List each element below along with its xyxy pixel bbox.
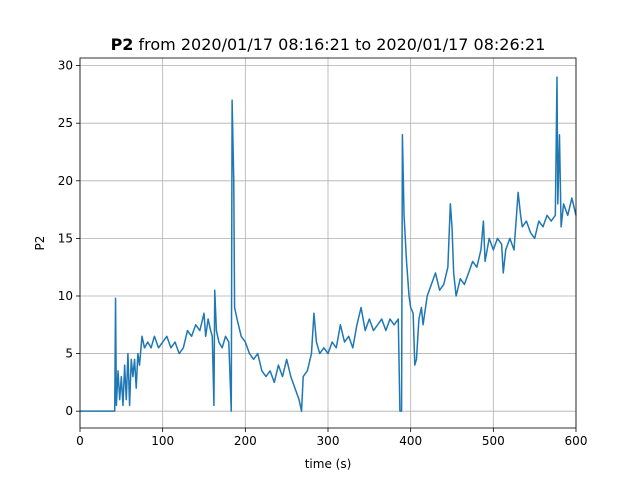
y-tick-label: 25 bbox=[58, 116, 73, 130]
x-tick-label: 400 bbox=[399, 434, 422, 448]
y-tick-label: 30 bbox=[58, 59, 73, 73]
x-tick-label: 300 bbox=[317, 434, 340, 448]
y-tick-label: 0 bbox=[65, 404, 73, 418]
x-tick-label: 600 bbox=[565, 434, 588, 448]
y-tick-label: 10 bbox=[58, 289, 73, 303]
title-text: from 2020/01/17 08:16:21 to 2020/01/17 0… bbox=[139, 35, 546, 54]
x-tick-label: 100 bbox=[151, 434, 174, 448]
x-tick-label: 500 bbox=[482, 434, 505, 448]
plot-frame bbox=[79, 57, 577, 429]
y-tick-label: 15 bbox=[58, 231, 73, 245]
x-tick-label: 200 bbox=[234, 434, 257, 448]
data-line bbox=[80, 76, 577, 412]
title-bold: P2 bbox=[111, 35, 134, 54]
y-tick-label: 5 bbox=[65, 347, 73, 361]
y-axis-label: P2 bbox=[33, 236, 47, 251]
x-axis-label: time (s) bbox=[305, 457, 352, 471]
chart-title: P2 from 2020/01/17 08:16:21 to 2020/01/1… bbox=[111, 35, 546, 54]
x-tick-label: 0 bbox=[76, 434, 84, 448]
y-tick-label: 20 bbox=[58, 174, 73, 188]
